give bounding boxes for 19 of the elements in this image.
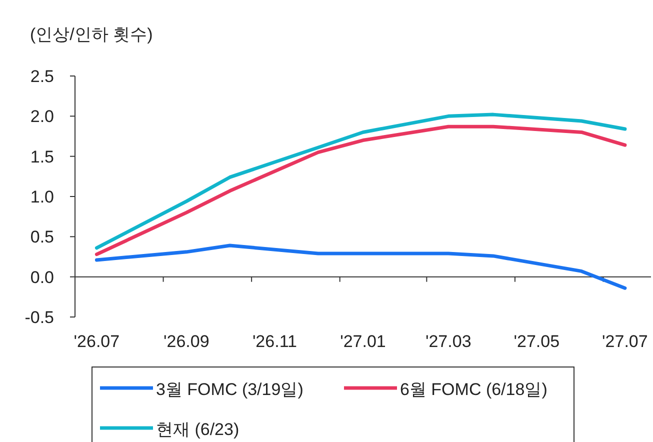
y-tick-label: -0.5 [24,308,54,327]
x-tick-label: '27.03 [425,332,472,351]
y-tick-label: 0.0 [30,268,54,287]
line-series [94,244,627,290]
x-tick-label: '27.07 [602,332,648,351]
legend-label: 6월 FOMC (6/18일) [400,380,548,399]
legend-label: 3월 FOMC (3/19일) [156,380,304,399]
y-tick-label: 1.5 [30,147,54,166]
x-tick-label: '27.01 [340,332,386,351]
x-tick-label: '26.07 [74,332,120,351]
y-tick-label: 2.0 [30,107,54,126]
x-tick-label: '27.05 [514,332,560,351]
x-tick-label: '26.09 [164,332,210,351]
y-tick-label: 1.0 [30,188,54,206]
legend-label: 현재 (6/23) [156,420,240,439]
y-tick-label: 0.5 [30,228,54,247]
y-tick-label: 2.5 [30,67,54,86]
x-tick-label: '26.11 [252,332,297,351]
y-axis-title: (인상/인하 횟수) [30,25,153,44]
